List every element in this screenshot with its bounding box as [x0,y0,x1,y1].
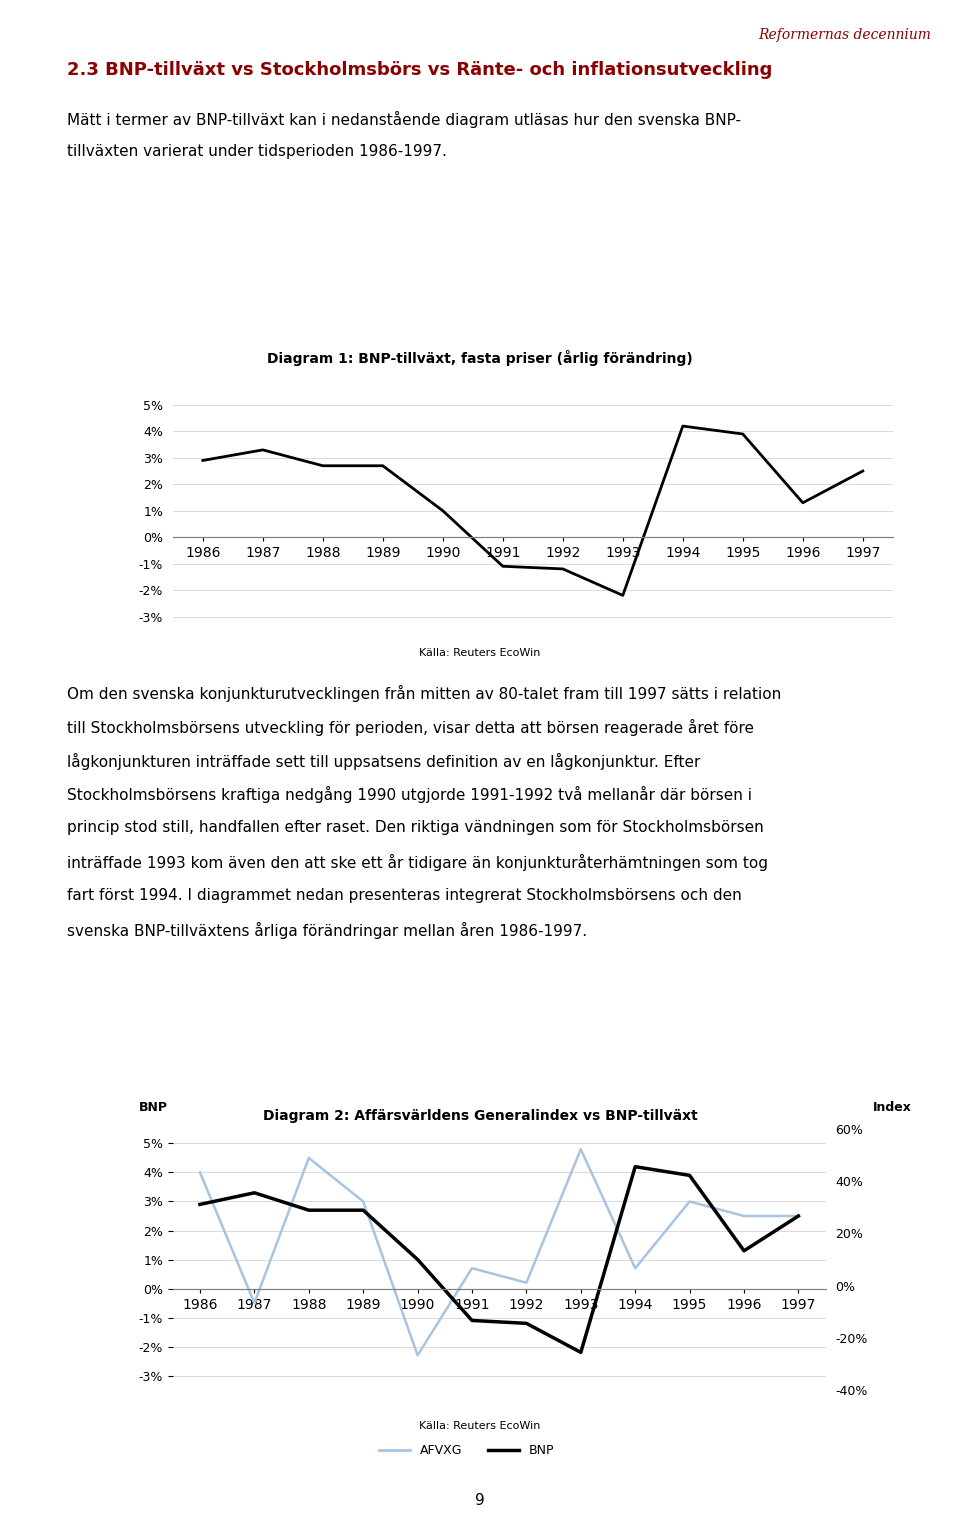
Text: Mätt i termer av BNP-tillväxt kan i nedanstående diagram utläsas hur den svenska: Mätt i termer av BNP-tillväxt kan i neda… [67,111,741,127]
BNP [303,1201,315,1220]
BNP [684,1166,695,1184]
AFVXG [357,1192,369,1210]
Text: Diagram 2: Affärsvärldens Generalindex vs BNP-tillväxt: Diagram 2: Affärsvärldens Generalindex v… [263,1109,697,1123]
Text: lågkonjunkturen inträffade sett till uppsatsens definition av en lågkonjunktur. : lågkonjunkturen inträffade sett till upp… [67,753,701,770]
Text: Reformernas decennium: Reformernas decennium [758,28,931,41]
AFVXG [630,1260,641,1278]
Text: BNP: BNP [139,1101,168,1114]
Text: Index: Index [874,1101,912,1114]
Legend: AFVXG, BNP: AFVXG, BNP [373,1439,560,1462]
Text: 2.3 BNP-tillväxt vs Stockholmsbörs vs Ränte- och inflationsutveckling: 2.3 BNP-tillväxt vs Stockholmsbörs vs Rä… [67,61,773,80]
Text: princip stod still, handfallen efter raset. Den riktiga vändningen som för Stock: princip stod still, handfallen efter ras… [67,820,764,836]
AFVXG [412,1346,423,1364]
Text: Om den svenska konjunkturutvecklingen från mitten av 80-talet fram till 1997 sät: Om den svenska konjunkturutvecklingen fr… [67,685,781,702]
Text: tillväxten varierat under tidsperioden 1986-1997.: tillväxten varierat under tidsperioden 1… [67,144,447,160]
AFVXG [793,1207,804,1226]
AFVXG [684,1192,695,1210]
Text: inträffade 1993 kom även den att ske ett år tidigare än konjunkturåterhämtningen: inträffade 1993 kom även den att ske ett… [67,854,768,871]
Line: AFVXG: AFVXG [200,1149,799,1355]
BNP [520,1315,532,1333]
AFVXG [194,1163,205,1181]
AFVXG [520,1273,532,1292]
BNP [357,1201,369,1220]
BNP [630,1158,641,1177]
AFVXG [575,1140,587,1158]
BNP [412,1250,423,1269]
AFVXG [738,1207,750,1226]
BNP [467,1312,478,1330]
AFVXG [467,1260,478,1278]
Text: Stockholmsbörsens kraftiga nedgång 1990 utgjorde 1991-1992 två mellanår där börs: Stockholmsbörsens kraftiga nedgång 1990 … [67,786,753,803]
Text: Källa: Reuters EcoWin: Källa: Reuters EcoWin [420,648,540,659]
Text: till Stockholmsbörsens utveckling för perioden, visar detta att börsen reagerade: till Stockholmsbörsens utveckling för pe… [67,719,755,736]
Text: Diagram 1: BNP-tillväxt, fasta priser (årlig förändring): Diagram 1: BNP-tillväxt, fasta priser (å… [267,350,693,366]
Text: svenska BNP-tillväxtens årliga förändringar mellan åren 1986-1997.: svenska BNP-tillväxtens årliga förändrin… [67,922,588,938]
Text: Källa: Reuters EcoWin: Källa: Reuters EcoWin [420,1421,540,1432]
BNP [249,1184,260,1203]
Text: 9: 9 [475,1493,485,1508]
BNP [793,1207,804,1226]
BNP [738,1241,750,1260]
Line: BNP: BNP [200,1167,799,1352]
AFVXG [303,1149,315,1167]
Text: fart först 1994. I diagrammet nedan presenteras integrerat Stockholmsbörsens och: fart först 1994. I diagrammet nedan pres… [67,888,742,903]
BNP [575,1342,587,1361]
AFVXG [249,1293,260,1312]
BNP [194,1195,205,1213]
